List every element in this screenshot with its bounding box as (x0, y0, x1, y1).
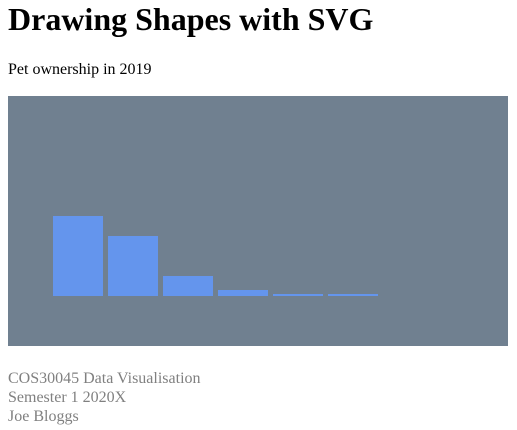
page-title: Drawing Shapes with SVG (8, 1, 374, 37)
bar (163, 276, 213, 296)
bar (108, 236, 158, 296)
footer: COS30045 Data Visualisation Semester 1 2… (8, 369, 201, 426)
footer-line: COS30045 Data Visualisation (8, 370, 201, 387)
bar (273, 294, 323, 296)
chart-title: Pet ownership in 2019 (8, 61, 152, 78)
bar (328, 294, 378, 296)
footer-line: Joe Bloggs (8, 408, 79, 425)
chart (8, 96, 508, 346)
footer-line: Semester 1 2020X (8, 389, 127, 406)
bar (218, 290, 268, 296)
bar (53, 216, 103, 296)
